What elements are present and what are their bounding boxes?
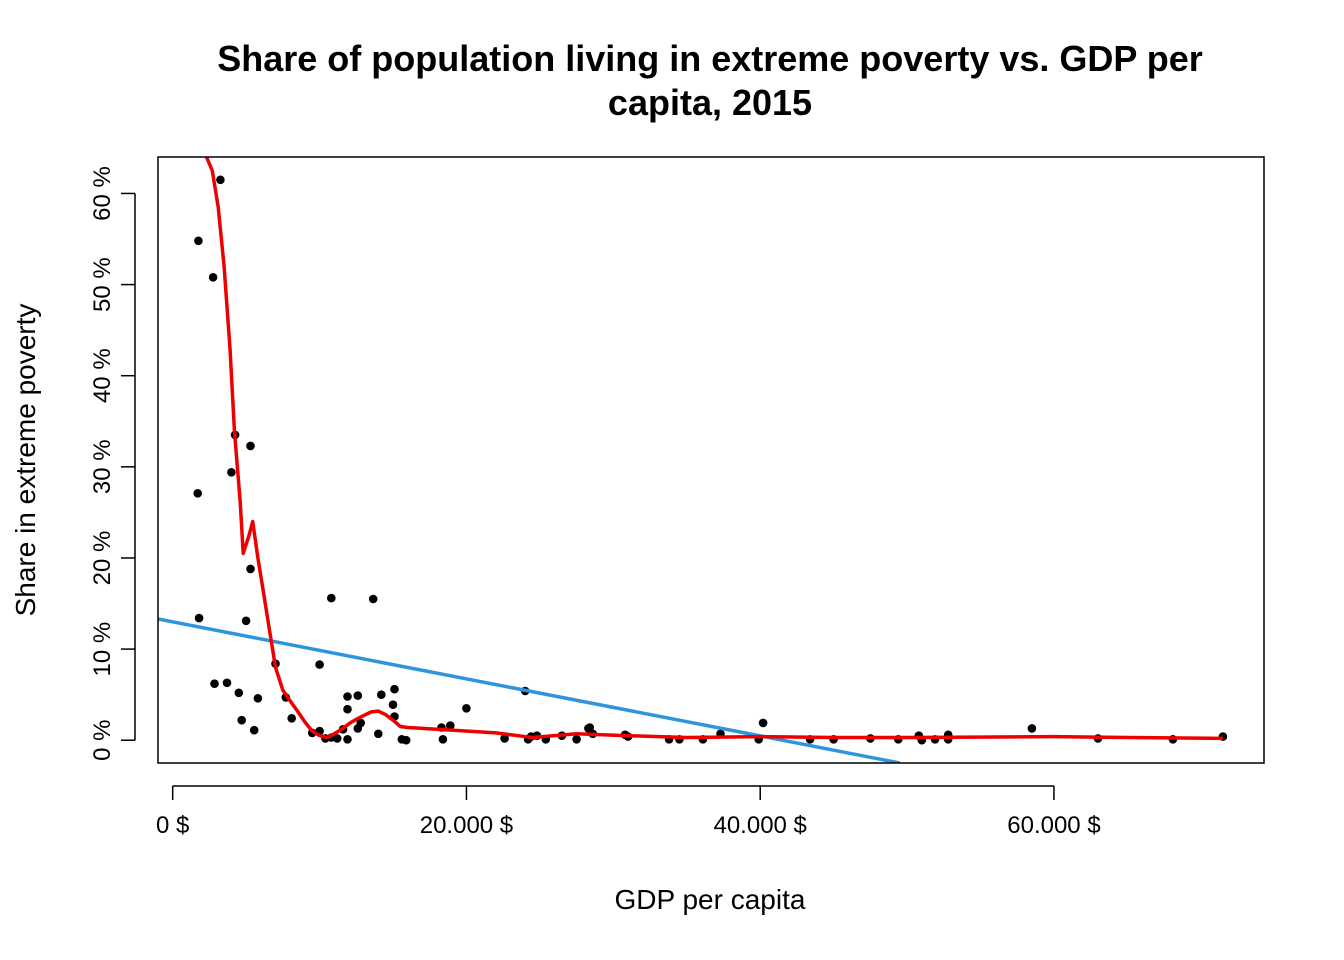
data-point (327, 593, 336, 603)
x-axis-label: GDP per capita (615, 884, 806, 915)
data-point (572, 735, 581, 744)
y-tick-label: 50 % (89, 257, 116, 312)
data-point (462, 704, 471, 713)
data-point (377, 690, 386, 699)
y-tick-label: 10 % (89, 622, 116, 677)
data-point (246, 564, 255, 574)
data-point (216, 175, 225, 185)
plot-area (158, 157, 1228, 763)
y-axis: 0 % 10 % 20 % 30 % 40 % 50 % 60 % (89, 166, 136, 761)
chart-title-line-1: Share of population living in extreme po… (217, 38, 1203, 79)
data-point (332, 734, 342, 743)
data-point (193, 489, 202, 498)
data-point (390, 684, 399, 694)
data-point (438, 735, 448, 744)
data-point (446, 721, 455, 730)
data-point (227, 468, 236, 477)
data-point (253, 694, 263, 703)
data-point (194, 613, 204, 623)
data-point (353, 691, 363, 700)
x-axis: 0 $ 20.000 $ 40.000 $ 60.000 $ (156, 785, 1101, 839)
x-tick-label: 20.000 $ (420, 812, 513, 839)
linear-fit-line (158, 617, 901, 763)
data-point (287, 714, 297, 723)
data-point (249, 725, 259, 735)
data-point (210, 679, 219, 688)
x-tick-label: 0 $ (156, 812, 189, 839)
y-tick-label: 20 % (89, 531, 116, 586)
plot-frame (157, 156, 1265, 764)
data-point (368, 594, 378, 604)
data-point (343, 704, 352, 714)
data-point (500, 734, 509, 743)
chart-title-line-2: capita, 2015 (608, 82, 812, 123)
data-point (374, 729, 383, 739)
y-axis-label: Share in extreme poverty (10, 304, 41, 617)
data-point (401, 735, 411, 745)
data-point (758, 718, 768, 728)
data-point (343, 735, 352, 744)
data-point (1027, 724, 1037, 733)
data-point (222, 678, 232, 688)
data-point (343, 692, 352, 701)
y-tick-label: 30 % (89, 439, 116, 494)
x-tick-label: 60.000 $ (1007, 812, 1100, 839)
x-tick-label: 40.000 $ (713, 812, 806, 839)
data-point (194, 236, 203, 246)
y-tick-label: 0 % (89, 720, 116, 761)
data-point (246, 441, 255, 451)
data-point (356, 718, 366, 728)
data-point (237, 715, 246, 725)
data-point (208, 273, 218, 282)
data-point (315, 660, 324, 669)
data-point (388, 700, 398, 709)
y-tick-label: 40 % (89, 348, 116, 403)
data-point (241, 616, 251, 626)
y-tick-label: 60 % (89, 166, 116, 221)
smooth-fit-line (204, 157, 1223, 741)
data-point (234, 688, 244, 698)
